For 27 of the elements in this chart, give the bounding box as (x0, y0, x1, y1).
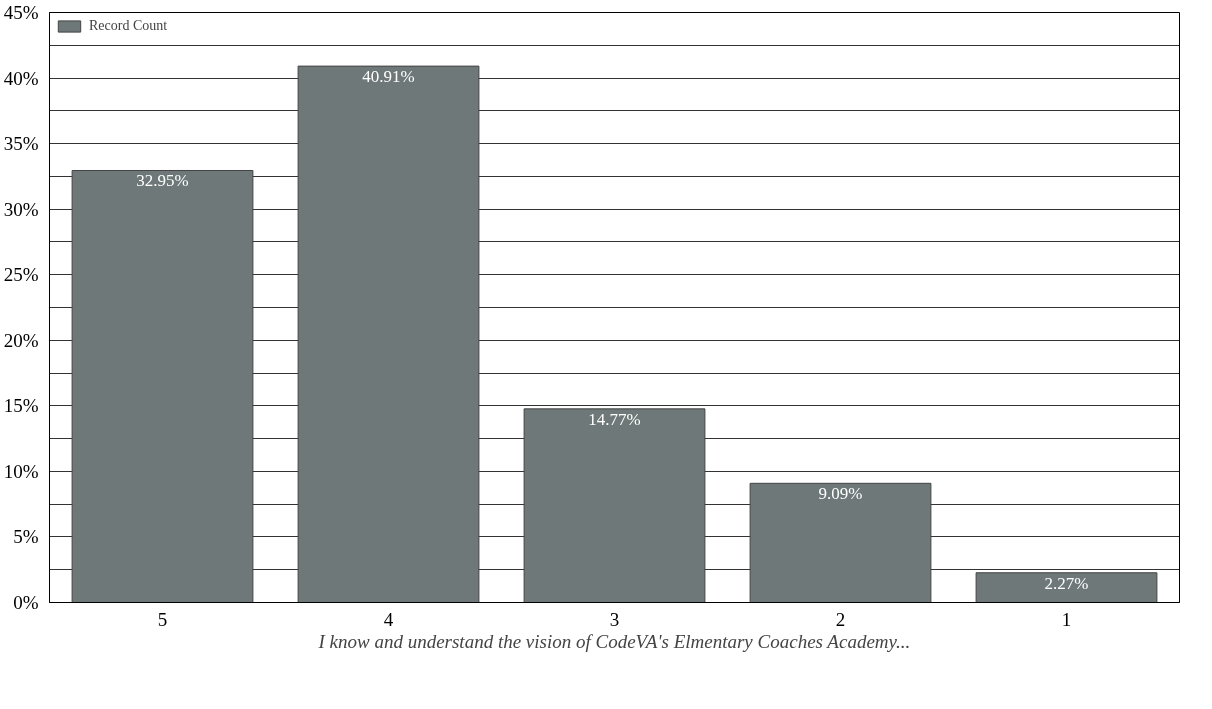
x-tick-label: 3 (609, 608, 620, 630)
bar (71, 169, 254, 603)
x-tick-label: 2 (835, 608, 846, 630)
x-tick-label: 4 (383, 608, 394, 630)
y-tick-label: 0% (13, 592, 39, 613)
text: 40.91% (362, 67, 415, 87)
y-tick-label: 10% (3, 460, 39, 482)
bar (975, 572, 1158, 603)
legend-label: Record Count (89, 18, 168, 34)
y-tick-label: 40% (3, 67, 39, 89)
text: 32.95% (136, 171, 189, 191)
bar (749, 482, 932, 603)
y-tick-label: 30% (3, 198, 39, 220)
bar (523, 408, 706, 603)
x-tick-label: 5 (157, 608, 168, 630)
y-tick-label: 15% (3, 395, 39, 417)
x-tick-label: 1 (1061, 608, 1072, 630)
y-tick-label: 35% (3, 133, 39, 155)
text: 2.27% (1044, 573, 1089, 593)
y-tick-label: 20% (3, 329, 39, 351)
text: 9.09% (818, 484, 863, 504)
y-tick-label: 45% (3, 2, 39, 23)
bar (297, 65, 480, 603)
text: 14.77% (588, 409, 641, 429)
x-axis-title: I know and understand the vision of CodeVA's Elmentary Coaches Academy... (317, 630, 911, 652)
y-tick-label: 5% (13, 526, 39, 548)
y-tick-label: 25% (3, 264, 39, 286)
